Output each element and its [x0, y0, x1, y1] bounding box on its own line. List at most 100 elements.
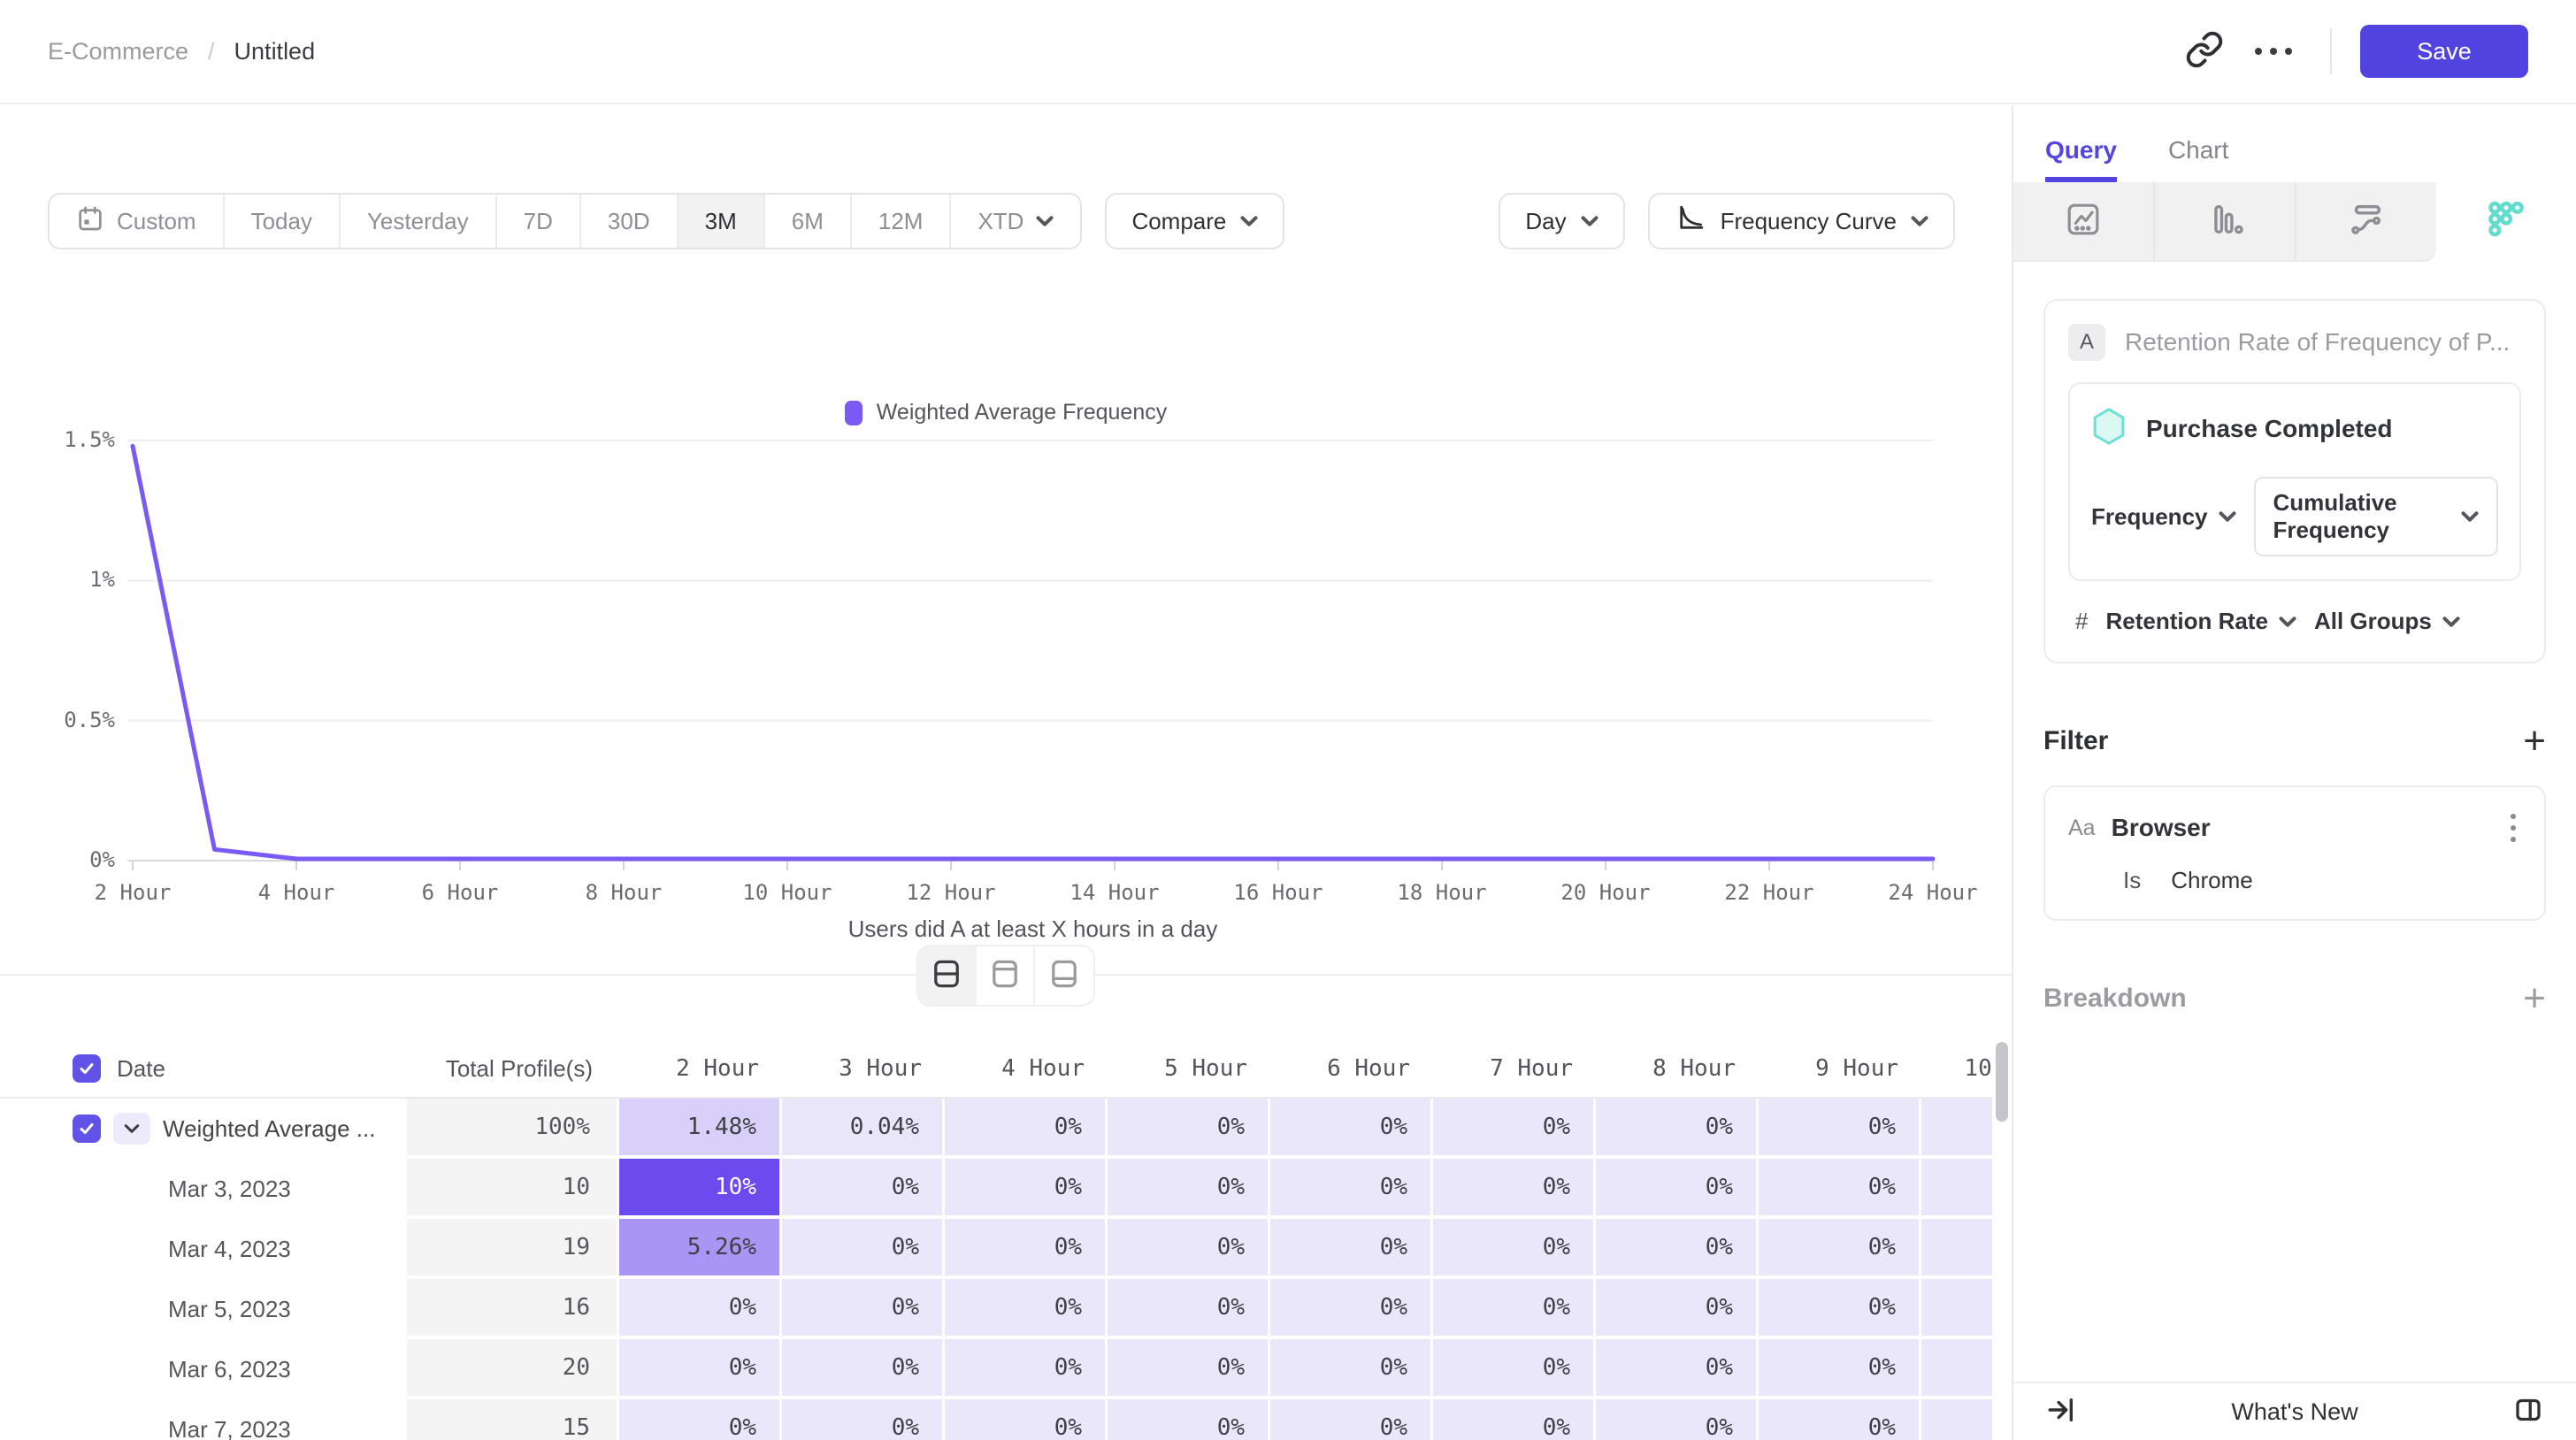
- range-7d[interactable]: 7D: [496, 195, 581, 248]
- share-link-button[interactable]: [2176, 23, 2233, 80]
- retention-cell[interactable]: 0%: [1433, 1159, 1596, 1219]
- retention-cell[interactable]: 0%: [1596, 1279, 1759, 1339]
- range-6m[interactable]: 6M: [764, 195, 852, 248]
- chart-type-flow[interactable]: [2296, 182, 2436, 262]
- save-button[interactable]: Save: [2360, 25, 2528, 78]
- retention-cell[interactable]: 0%: [945, 1099, 1108, 1159]
- retention-cell[interactable]: 0%: [1108, 1339, 1270, 1399]
- retention-cell[interactable]: 5.26%: [619, 1219, 782, 1279]
- retention-cell[interactable]: 0%: [1433, 1099, 1596, 1159]
- range-today[interactable]: Today: [224, 195, 341, 248]
- retention-cell[interactable]: 0%: [1433, 1219, 1596, 1279]
- retention-cell[interactable]: 10%: [619, 1159, 782, 1219]
- measure-dropdown[interactable]: Retention Rate: [2105, 608, 2296, 635]
- row-checkbox[interactable]: [73, 1054, 101, 1083]
- event-selector[interactable]: Purchase Completed: [2091, 407, 2498, 450]
- retention-cell[interactable]: 0%: [1108, 1219, 1270, 1279]
- retention-cell[interactable]: 0%: [1759, 1219, 1921, 1279]
- retention-cell[interactable]: 0%: [1921, 1279, 1992, 1339]
- chart-legend[interactable]: Weighted Average Frequency: [0, 400, 2012, 425]
- retention-cell[interactable]: 0%: [945, 1279, 1108, 1339]
- frequency-dropdown[interactable]: Frequency: [2091, 503, 2236, 531]
- more-options-button[interactable]: [2245, 23, 2302, 80]
- retention-cell[interactable]: 0%: [1108, 1279, 1270, 1339]
- retention-cell[interactable]: 0%: [1596, 1159, 1759, 1219]
- retention-cell[interactable]: 0%: [1270, 1339, 1433, 1399]
- range-30d[interactable]: 30D: [580, 195, 678, 248]
- retention-cell[interactable]: 0%: [782, 1279, 945, 1339]
- retention-cell[interactable]: 0%: [1921, 1159, 1992, 1219]
- compare-button[interactable]: Compare: [1105, 193, 1285, 249]
- granularity-dropdown[interactable]: Day: [1499, 193, 1625, 249]
- whats-new-link[interactable]: What's New: [2231, 1398, 2358, 1425]
- panel-layout-button[interactable]: [2505, 1389, 2551, 1435]
- breadcrumb-parent[interactable]: E-Commerce: [48, 37, 189, 65]
- retention-cell[interactable]: 0%: [1759, 1159, 1921, 1219]
- frequency-type-dropdown[interactable]: Cumulative Frequency: [2253, 477, 2498, 556]
- add-breakdown-button[interactable]: +: [2523, 977, 2546, 1020]
- retention-cell[interactable]: 0%: [1759, 1399, 1921, 1440]
- add-filter-button[interactable]: +: [2523, 719, 2546, 762]
- series-title[interactable]: Retention Rate of Frequency of P...: [2125, 328, 2511, 356]
- retention-cell[interactable]: 0%: [782, 1399, 945, 1440]
- retention-cell[interactable]: 0%: [619, 1399, 782, 1440]
- retention-cell[interactable]: 0%: [619, 1339, 782, 1399]
- retention-cell[interactable]: 0%: [1433, 1399, 1596, 1440]
- expand-row-button[interactable]: [113, 1113, 150, 1145]
- retention-cell[interactable]: 0%: [1108, 1159, 1270, 1219]
- retention-cell[interactable]: 0%: [1433, 1339, 1596, 1399]
- row-checkbox[interactable]: [73, 1114, 101, 1143]
- retention-cell[interactable]: 0%: [1270, 1399, 1433, 1440]
- layout-table-only-toggle[interactable]: [1035, 946, 1093, 1005]
- table-vertical-scrollbar[interactable]: [1996, 1042, 2008, 1122]
- retention-cell[interactable]: 0%: [1270, 1219, 1433, 1279]
- retention-cell[interactable]: 0%: [1270, 1099, 1433, 1159]
- chart-type-frequency[interactable]: [2436, 182, 2576, 262]
- retention-cell[interactable]: 0%: [1759, 1279, 1921, 1339]
- filter-operator[interactable]: Is: [2123, 867, 2142, 893]
- retention-cell[interactable]: 1.48%: [619, 1099, 782, 1159]
- line-chart[interactable]: 0% 0.5% 1% 1.5% 2 Hour 4 Hour 6 Hour 8 Hour 10 H…: [0, 398, 2012, 964]
- retention-cell[interactable]: 0%: [1433, 1279, 1596, 1339]
- range-3m[interactable]: 3M: [678, 195, 765, 248]
- chart-mode-dropdown[interactable]: Frequency Curve: [1647, 193, 1955, 249]
- table-row[interactable]: Weighted Average ... 100% 1.48% 0.04% 0% 0% 0%…: [0, 1099, 1992, 1159]
- retention-cell[interactable]: 0%: [1108, 1099, 1270, 1159]
- filter-value[interactable]: Chrome: [2171, 867, 2253, 893]
- retention-cell[interactable]: 0%: [945, 1399, 1108, 1440]
- layout-chart-only-toggle[interactable]: [977, 946, 1035, 1005]
- retention-cell[interactable]: 0%: [1921, 1339, 1992, 1399]
- retention-cell[interactable]: 0%: [1270, 1159, 1433, 1219]
- retention-cell[interactable]: 0.04%: [782, 1099, 945, 1159]
- chart-type-bar[interactable]: [2155, 182, 2296, 262]
- retention-cell[interactable]: 0%: [945, 1159, 1108, 1219]
- range-yesterday[interactable]: Yesterday: [340, 195, 497, 248]
- filter-card[interactable]: Aa Browser Is Chrome: [2043, 785, 2546, 921]
- retention-cell[interactable]: 0%: [782, 1159, 945, 1219]
- retention-cell[interactable]: 0%: [619, 1279, 782, 1339]
- retention-cell[interactable]: 0%: [1921, 1099, 1992, 1159]
- retention-cell[interactable]: 0%: [1596, 1399, 1759, 1440]
- retention-cell[interactable]: 0%: [1759, 1339, 1921, 1399]
- series-header[interactable]: A Retention Rate of Frequency of P...: [2068, 324, 2521, 361]
- retention-cell[interactable]: 0%: [1596, 1099, 1759, 1159]
- tab-query[interactable]: Query: [2045, 136, 2117, 182]
- retention-cell[interactable]: 0%: [1108, 1399, 1270, 1440]
- chart-type-line[interactable]: [2013, 182, 2155, 262]
- range-xtd[interactable]: XTD: [951, 195, 1081, 248]
- groups-dropdown[interactable]: All Groups: [2314, 608, 2460, 635]
- collapse-sidebar-button[interactable]: [2038, 1389, 2084, 1435]
- retention-cell[interactable]: 0%: [1270, 1279, 1433, 1339]
- retention-cell[interactable]: 0%: [1596, 1219, 1759, 1279]
- filter-property[interactable]: Browser: [2111, 814, 2211, 841]
- retention-cell[interactable]: 0%: [1596, 1339, 1759, 1399]
- retention-cell[interactable]: 0%: [1759, 1099, 1921, 1159]
- breadcrumb-current[interactable]: Untitled: [234, 37, 316, 65]
- range-12m[interactable]: 12M: [851, 195, 952, 248]
- retention-cell[interactable]: 0%: [945, 1219, 1108, 1279]
